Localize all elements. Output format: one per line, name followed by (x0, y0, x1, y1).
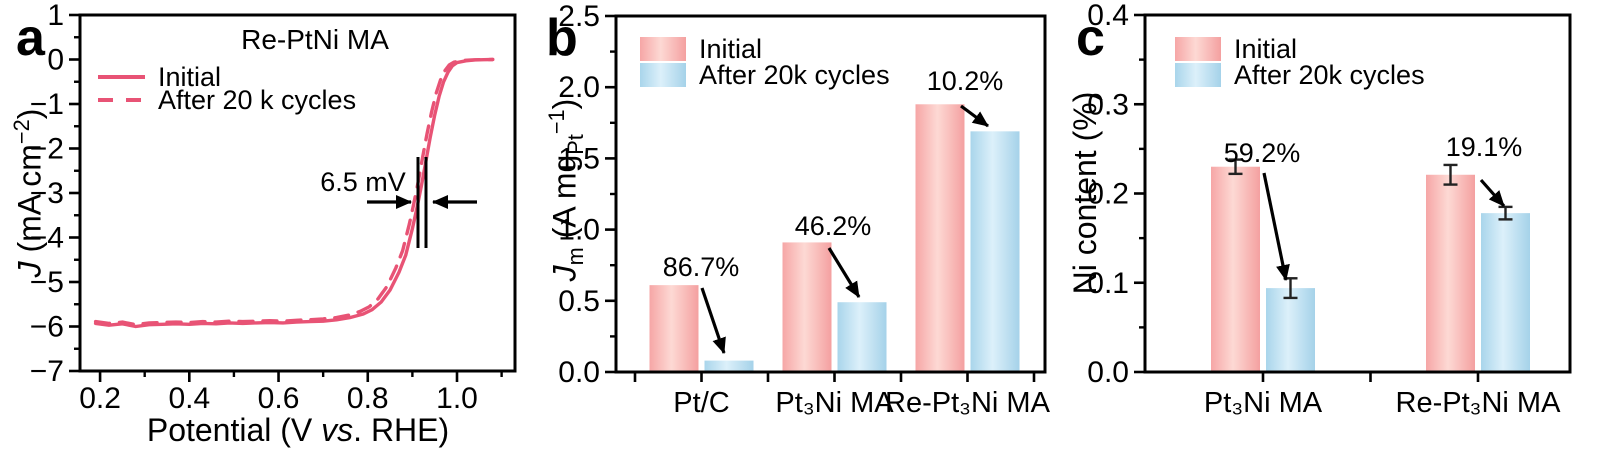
panel-letter-a: a (16, 9, 45, 67)
plot-title: Re-PtNi MA (241, 24, 389, 55)
panel-b: 86.7% 46.2% 10.2% 0.0 0.5 1.0 1.5 2.0 2.5 Pt/C Pt₃… (530, 0, 1060, 452)
line-chart-a: 0.2 0.4 0.6 0.8 1.0 1 0 −1 −2 −3 −4 −5 −6 −7 (30, 0, 517, 415)
loss-percent-label: 86.7% (663, 252, 740, 282)
y-axis-label: J (mA cm−2) (9, 108, 48, 278)
category-label: Re-Pt₃Ni MA (1396, 387, 1562, 419)
legend-swatch-blue (640, 63, 686, 87)
curve-solid (93, 57, 495, 329)
legend-swatch-pink (640, 37, 686, 61)
panel-letter-c: c (1076, 9, 1105, 67)
bar-initial (649, 285, 699, 372)
bar-after (704, 360, 754, 372)
bar-initial (915, 104, 965, 373)
y-tick-label: 0.0 (558, 356, 600, 389)
legend-label: Initial (699, 33, 763, 64)
y-tick-label: −3 (30, 177, 64, 210)
legend-label: After 20 k cycles (158, 84, 357, 115)
y-tick-label: −2 (30, 133, 64, 166)
y-tick-label: −5 (30, 266, 64, 299)
y-tick-label: −6 (30, 311, 64, 344)
y-tick-label: 1 (47, 0, 64, 32)
panel-letter-b: b (546, 9, 578, 67)
y-tick-label: 0.2 (1087, 178, 1129, 211)
panel-a: 0.2 0.4 0.6 0.8 1.0 1 0 −1 −2 −3 −4 −5 −6 −7 a Re-PtN… (0, 0, 530, 452)
legend-line-dashed (98, 98, 145, 102)
loss-arrow (827, 247, 861, 298)
legend-item-initial: Initial (640, 33, 763, 64)
y-tick-label: −4 (30, 222, 64, 255)
bar-chart-c: 59.2% 19.1% 0.0 0.1 0.2 0.3 0.4 Pt₃Ni MA Re-Pt₃N… (1087, 0, 1572, 419)
loss-percent-label: 10.2% (927, 66, 1004, 96)
y-axis-label: Ni content (%) (1067, 91, 1103, 295)
bar-after (1481, 213, 1530, 372)
y-tick-label: 0 (47, 44, 64, 77)
x-tick-label: 0.2 (79, 382, 121, 415)
y-tick-label: 1.0 (558, 214, 600, 247)
plot-frame (1143, 13, 1572, 374)
bar-after (970, 131, 1020, 372)
bar-after (837, 302, 887, 372)
y-tick-label: 0.0 (1087, 356, 1129, 389)
legend-label: Initial (1234, 33, 1298, 64)
loss-percent-label: 59.2% (1224, 138, 1301, 168)
category-label: Re-Pt₃Ni MA (885, 387, 1051, 419)
y-tick-label: −7 (30, 355, 64, 388)
x-tick-label: 0.4 (168, 382, 210, 415)
y-tick-label: −1 (30, 88, 64, 121)
plot-frame (614, 14, 1047, 374)
loss-arrow (1262, 172, 1290, 281)
legend-item-after: After 20 k cycles (98, 84, 357, 115)
panel-c: 59.2% 19.1% 0.0 0.1 0.2 0.3 0.4 Pt₃Ni MA Re-Pt₃N… (1060, 0, 1600, 452)
category-label: Pt₃Ni MA (775, 387, 894, 419)
legend-label: Initial (158, 61, 222, 92)
legend-item-after: After 20k cycles (640, 59, 890, 90)
legend-label: After 20k cycles (699, 59, 890, 90)
category-label: Pt/C (673, 387, 729, 419)
legend-item-after: After 20k cycles (1175, 59, 1425, 90)
bar-initial (1211, 166, 1260, 372)
curve-dashed (93, 57, 495, 327)
loss-arrow (1479, 178, 1506, 208)
y-tick-label: 0.5 (558, 285, 600, 318)
category-label: Pt₃Ni MA (1204, 387, 1323, 419)
y-tick-label: 2.0 (558, 71, 600, 104)
x-tick-label: 0.8 (347, 382, 389, 415)
loss-percent-label: 19.1% (1446, 132, 1523, 162)
bar-chart-b: 86.7% 46.2% 10.2% 0.0 0.5 1.0 1.5 2.0 2.5 Pt/C Pt₃… (558, 0, 1051, 419)
y-tick-label: 2.5 (558, 0, 600, 33)
half-wave-shift-annotation: 6.5 mV (320, 167, 406, 197)
loss-arrow (960, 104, 989, 128)
y-tick-label: 0.1 (1087, 267, 1129, 300)
y-axis-label: Jm (A mgPt−1) (544, 98, 589, 282)
y-tick-label: 0.3 (1087, 88, 1129, 121)
bar-initial (782, 242, 832, 372)
bar-initial (1426, 174, 1475, 372)
x-tick-label: 0.6 (258, 382, 300, 415)
bar-after (1266, 288, 1315, 372)
loss-arrow (700, 287, 726, 354)
loss-percent-label: 46.2% (795, 211, 872, 241)
y-tick-label: 1.5 (558, 142, 600, 175)
x-axis-label: Potential (V vs. RHE) (146, 412, 450, 448)
legend-swatch-pink (1175, 37, 1221, 61)
legend-swatch-blue (1175, 63, 1221, 87)
legend-line-solid (98, 75, 145, 79)
y-tick-label: 0.4 (1087, 0, 1129, 32)
legend-item-initial: Initial (98, 61, 222, 92)
x-tick-label: 1.0 (436, 382, 478, 415)
plot-frame (78, 13, 517, 373)
legend-item-initial: Initial (1175, 33, 1298, 64)
legend-label: After 20k cycles (1234, 59, 1425, 90)
